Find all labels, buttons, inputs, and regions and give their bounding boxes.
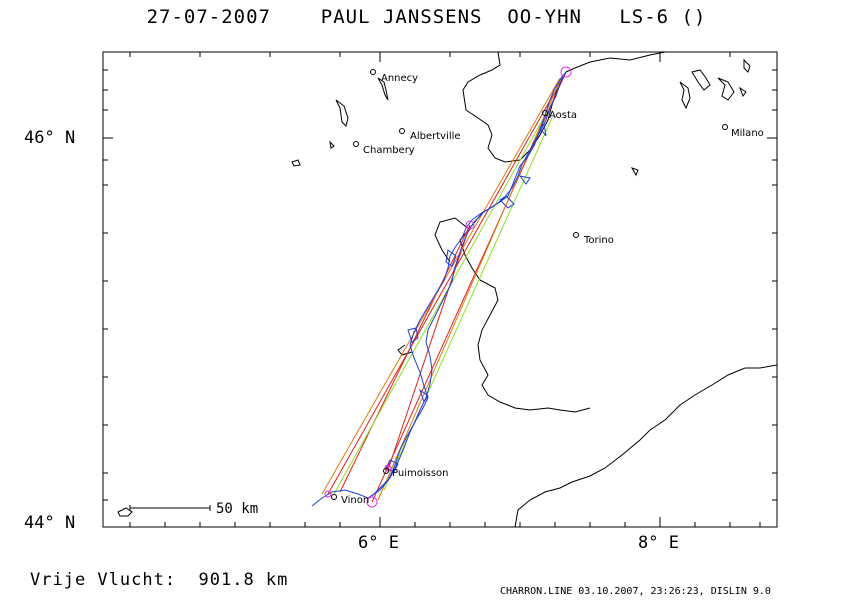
city-label-albertville: Albertville: [410, 131, 461, 142]
lon-label-8: 8° E: [638, 533, 679, 553]
city-label-puimoisson: Puimoisson: [392, 468, 448, 479]
flight-track: [311, 71, 567, 507]
turnpoint-mid: [465, 220, 475, 230]
right-ticks: [767, 69, 777, 501]
top-ticks: [129, 52, 731, 62]
city-label-aosta: Aosta: [549, 110, 577, 121]
scale-bar: [129, 505, 211, 511]
city-label-annecy: Annecy: [381, 73, 418, 84]
leg-red-1: [327, 71, 567, 495]
city-label-torino: Torino: [583, 235, 614, 246]
title-registration: OO-YHN: [507, 6, 582, 28]
footer-info: CHARRON.LINE 03.10.2007, 23:26:23, DISLI…: [500, 586, 771, 597]
city-label-chambery: Chambery: [363, 145, 415, 156]
scale-bar-label: 50 km: [216, 501, 258, 517]
turnpoint-aosta: [560, 66, 572, 78]
lon-label-6: 6° E: [358, 533, 399, 553]
city-marker-aosta: [542, 110, 548, 116]
turnpoints: [324, 66, 572, 508]
free-flight-distance: Vrije Vlucht: 901.8 km: [30, 570, 289, 590]
title-pilot: PAUL JANSSENS: [320, 6, 483, 28]
turnpoint-start: [366, 496, 378, 508]
city-marker-annecy: [370, 69, 376, 75]
title-glider: LS-6 (): [619, 6, 707, 28]
leg-red-4: [339, 224, 471, 493]
leg-orange-1: [321, 77, 561, 495]
lat-label-46: 46° N: [24, 128, 76, 148]
city-marker-vinon: [331, 494, 337, 500]
city-marker-chambery: [353, 141, 359, 147]
leg-green-1: [333, 109, 549, 495]
country-borders: [397, 51, 778, 528]
city-markers: [331, 69, 728, 500]
city-label-milano: Milano: [731, 128, 764, 139]
city-marker-puimoisson: [383, 468, 389, 474]
leg-red-3: [387, 224, 471, 471]
city-marker-albertville: [399, 128, 405, 134]
city-labels: Annecy Albertville Chambery Aosta Milano…: [341, 73, 764, 506]
leg-orange-2: [377, 75, 563, 501]
lakes: [117, 58, 751, 517]
title-date: 27-07-2007: [146, 6, 271, 28]
city-marker-torino: [573, 232, 579, 238]
city-marker-milano: [722, 124, 728, 130]
city-label-vinon: Vinon: [341, 495, 369, 506]
turnpoint-vinon: [324, 490, 332, 498]
map-frame: [102, 51, 778, 528]
lat-label-44: 44° N: [24, 513, 76, 533]
map-title: 27-07-2007 PAUL JANSSENS OO-YHN LS-6 (): [0, 6, 853, 28]
left-ticks: [103, 69, 113, 501]
bottom-ticks: [129, 517, 761, 527]
